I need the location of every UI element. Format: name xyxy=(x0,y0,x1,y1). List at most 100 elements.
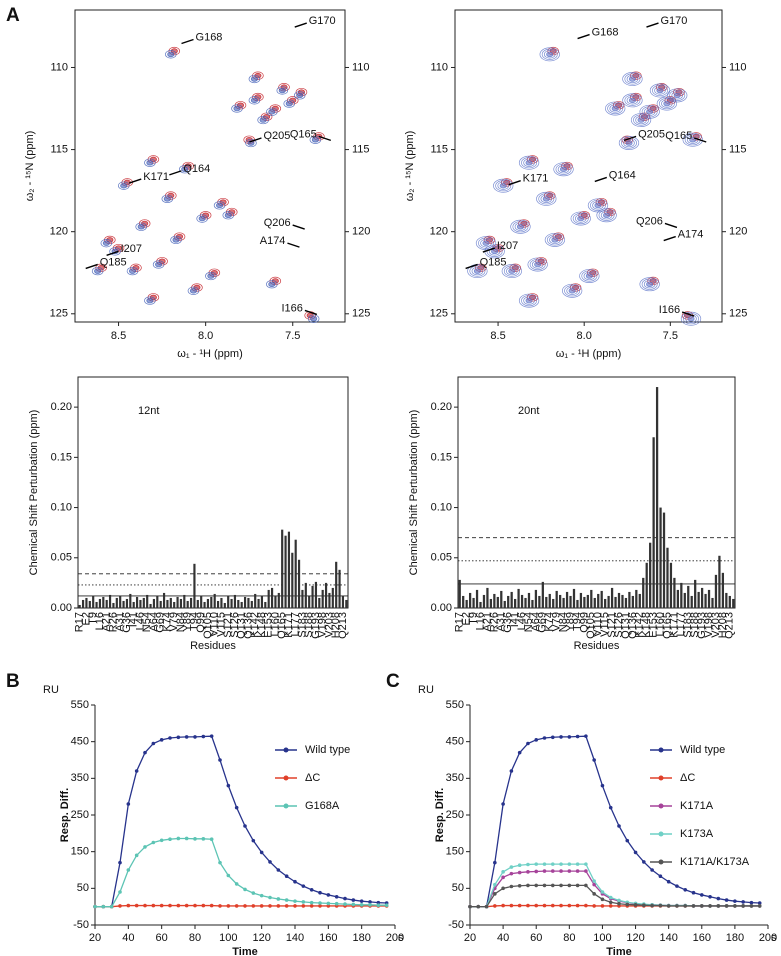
contour xyxy=(508,268,516,274)
contour xyxy=(480,239,492,248)
contour xyxy=(687,315,695,322)
x-tick-label: I41 xyxy=(128,612,140,627)
series-marker xyxy=(309,904,314,908)
contour xyxy=(521,157,538,169)
peak xyxy=(187,286,200,295)
bar xyxy=(132,601,135,608)
x-tick-label: H208 xyxy=(330,612,342,638)
series-marker xyxy=(143,903,147,908)
series-marker xyxy=(218,758,222,762)
series-marker xyxy=(234,805,239,810)
contour xyxy=(163,196,171,202)
contour xyxy=(161,194,174,203)
series-marker xyxy=(608,895,613,900)
series-marker xyxy=(617,901,621,906)
series-marker xyxy=(268,904,272,908)
series-marker xyxy=(284,904,289,908)
chart-title: 20nt xyxy=(518,405,539,417)
bar xyxy=(552,598,555,608)
y-axis-label: ω₂ - ¹⁵N (ppm) xyxy=(24,131,36,202)
bar xyxy=(700,587,704,608)
contour xyxy=(503,265,520,277)
contour xyxy=(603,212,611,219)
x-tick-label: Q213 xyxy=(337,612,349,639)
x-tick-label: I41 xyxy=(509,612,521,627)
annotation-label: K171 xyxy=(143,171,169,183)
contour xyxy=(590,199,606,211)
series-marker xyxy=(501,870,505,874)
contour xyxy=(266,280,278,289)
series-marker xyxy=(318,901,322,905)
contour xyxy=(257,115,269,125)
contour xyxy=(564,285,581,297)
contour xyxy=(167,51,175,58)
peak xyxy=(501,264,522,279)
bar xyxy=(102,596,105,608)
series-marker xyxy=(575,869,580,873)
bar xyxy=(503,600,506,608)
peak xyxy=(596,208,617,223)
contour xyxy=(656,96,678,111)
x-tick-label: 8.0 xyxy=(577,330,592,342)
bar xyxy=(216,600,220,608)
bar xyxy=(169,597,172,608)
y-tick-label: -50 xyxy=(448,919,464,931)
peak xyxy=(518,293,540,308)
annotation-arrow xyxy=(292,224,305,230)
series-marker xyxy=(351,902,356,907)
bar xyxy=(156,595,159,608)
peak xyxy=(553,162,574,177)
peak xyxy=(144,296,156,305)
contour xyxy=(120,182,128,189)
y-tick-label: 0.10 xyxy=(51,501,72,513)
series-marker xyxy=(542,869,547,873)
legend-label: K171A xyxy=(680,800,714,812)
series-marker xyxy=(592,758,596,762)
contour xyxy=(506,266,518,276)
x-tick-label: 20 xyxy=(89,932,101,944)
series-marker xyxy=(259,904,264,908)
bar xyxy=(604,598,607,608)
series-marker xyxy=(608,904,613,908)
contour xyxy=(557,165,570,174)
bar xyxy=(683,592,686,608)
bar xyxy=(662,512,666,608)
contour xyxy=(543,50,556,59)
x-tick-label: K74 xyxy=(161,612,173,632)
bar xyxy=(203,601,206,608)
x-tick-label: 180 xyxy=(726,932,744,944)
contour xyxy=(633,114,649,126)
series-marker xyxy=(608,900,613,905)
bar xyxy=(321,589,324,608)
series-marker xyxy=(326,901,331,906)
contour xyxy=(469,265,486,277)
bar xyxy=(186,600,189,608)
bar xyxy=(213,593,216,608)
series-marker xyxy=(550,903,555,908)
x-tick-label: A31 xyxy=(495,612,507,632)
contour xyxy=(673,92,681,99)
bar xyxy=(129,593,132,608)
x-tick-label: Q213 xyxy=(724,612,736,639)
contour xyxy=(566,286,578,295)
series-marker xyxy=(226,783,231,788)
x-tick-label: V198 xyxy=(703,612,715,638)
contour xyxy=(656,87,664,94)
annotation-arrow xyxy=(663,235,676,242)
contour xyxy=(135,222,147,231)
series-marker xyxy=(584,862,588,866)
y-axis-label: ω₂ - ¹⁵N (ppm) xyxy=(404,131,416,202)
x-tick-label: G193 xyxy=(696,612,708,639)
contour xyxy=(516,224,525,230)
bar xyxy=(520,594,524,608)
contour xyxy=(216,202,224,209)
bar xyxy=(230,598,233,608)
contour xyxy=(598,209,615,221)
peak xyxy=(266,280,278,289)
bar xyxy=(555,590,558,608)
series-marker xyxy=(658,874,663,879)
bar xyxy=(304,582,307,608)
contour xyxy=(523,158,535,167)
bar xyxy=(115,597,118,608)
y-tick-label: 110 xyxy=(352,61,370,73)
